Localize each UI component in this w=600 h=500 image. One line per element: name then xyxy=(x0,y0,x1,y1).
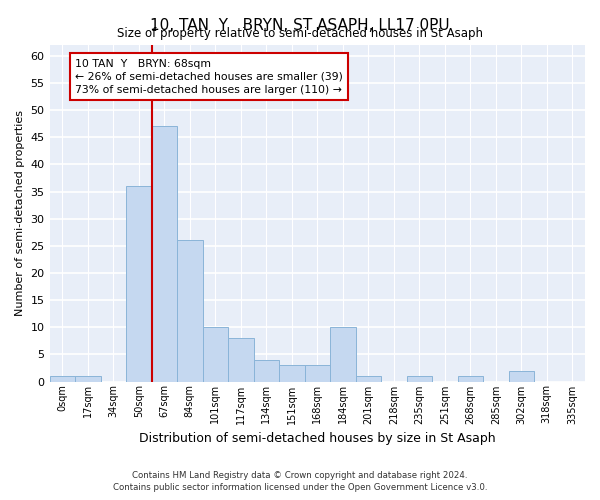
Bar xyxy=(177,240,203,382)
Bar xyxy=(126,186,152,382)
Bar xyxy=(279,365,305,382)
Bar xyxy=(75,376,101,382)
Bar xyxy=(254,360,279,382)
Text: 10 TAN  Y   BRYN: 68sqm
← 26% of semi-detached houses are smaller (39)
73% of se: 10 TAN Y BRYN: 68sqm ← 26% of semi-detac… xyxy=(75,58,343,95)
Bar xyxy=(356,376,381,382)
Bar xyxy=(50,376,75,382)
Bar xyxy=(305,365,330,382)
Bar xyxy=(203,327,228,382)
Bar xyxy=(509,370,534,382)
Bar xyxy=(152,126,177,382)
Bar xyxy=(458,376,483,382)
X-axis label: Distribution of semi-detached houses by size in St Asaph: Distribution of semi-detached houses by … xyxy=(139,432,496,445)
Bar xyxy=(228,338,254,382)
Text: Contains HM Land Registry data © Crown copyright and database right 2024.
Contai: Contains HM Land Registry data © Crown c… xyxy=(113,471,487,492)
Bar xyxy=(330,327,356,382)
Text: Size of property relative to semi-detached houses in St Asaph: Size of property relative to semi-detach… xyxy=(117,28,483,40)
Text: 10, TAN  Y   BRYN, ST ASAPH, LL17 0PU: 10, TAN Y BRYN, ST ASAPH, LL17 0PU xyxy=(150,18,450,32)
Bar xyxy=(407,376,432,382)
Y-axis label: Number of semi-detached properties: Number of semi-detached properties xyxy=(15,110,25,316)
